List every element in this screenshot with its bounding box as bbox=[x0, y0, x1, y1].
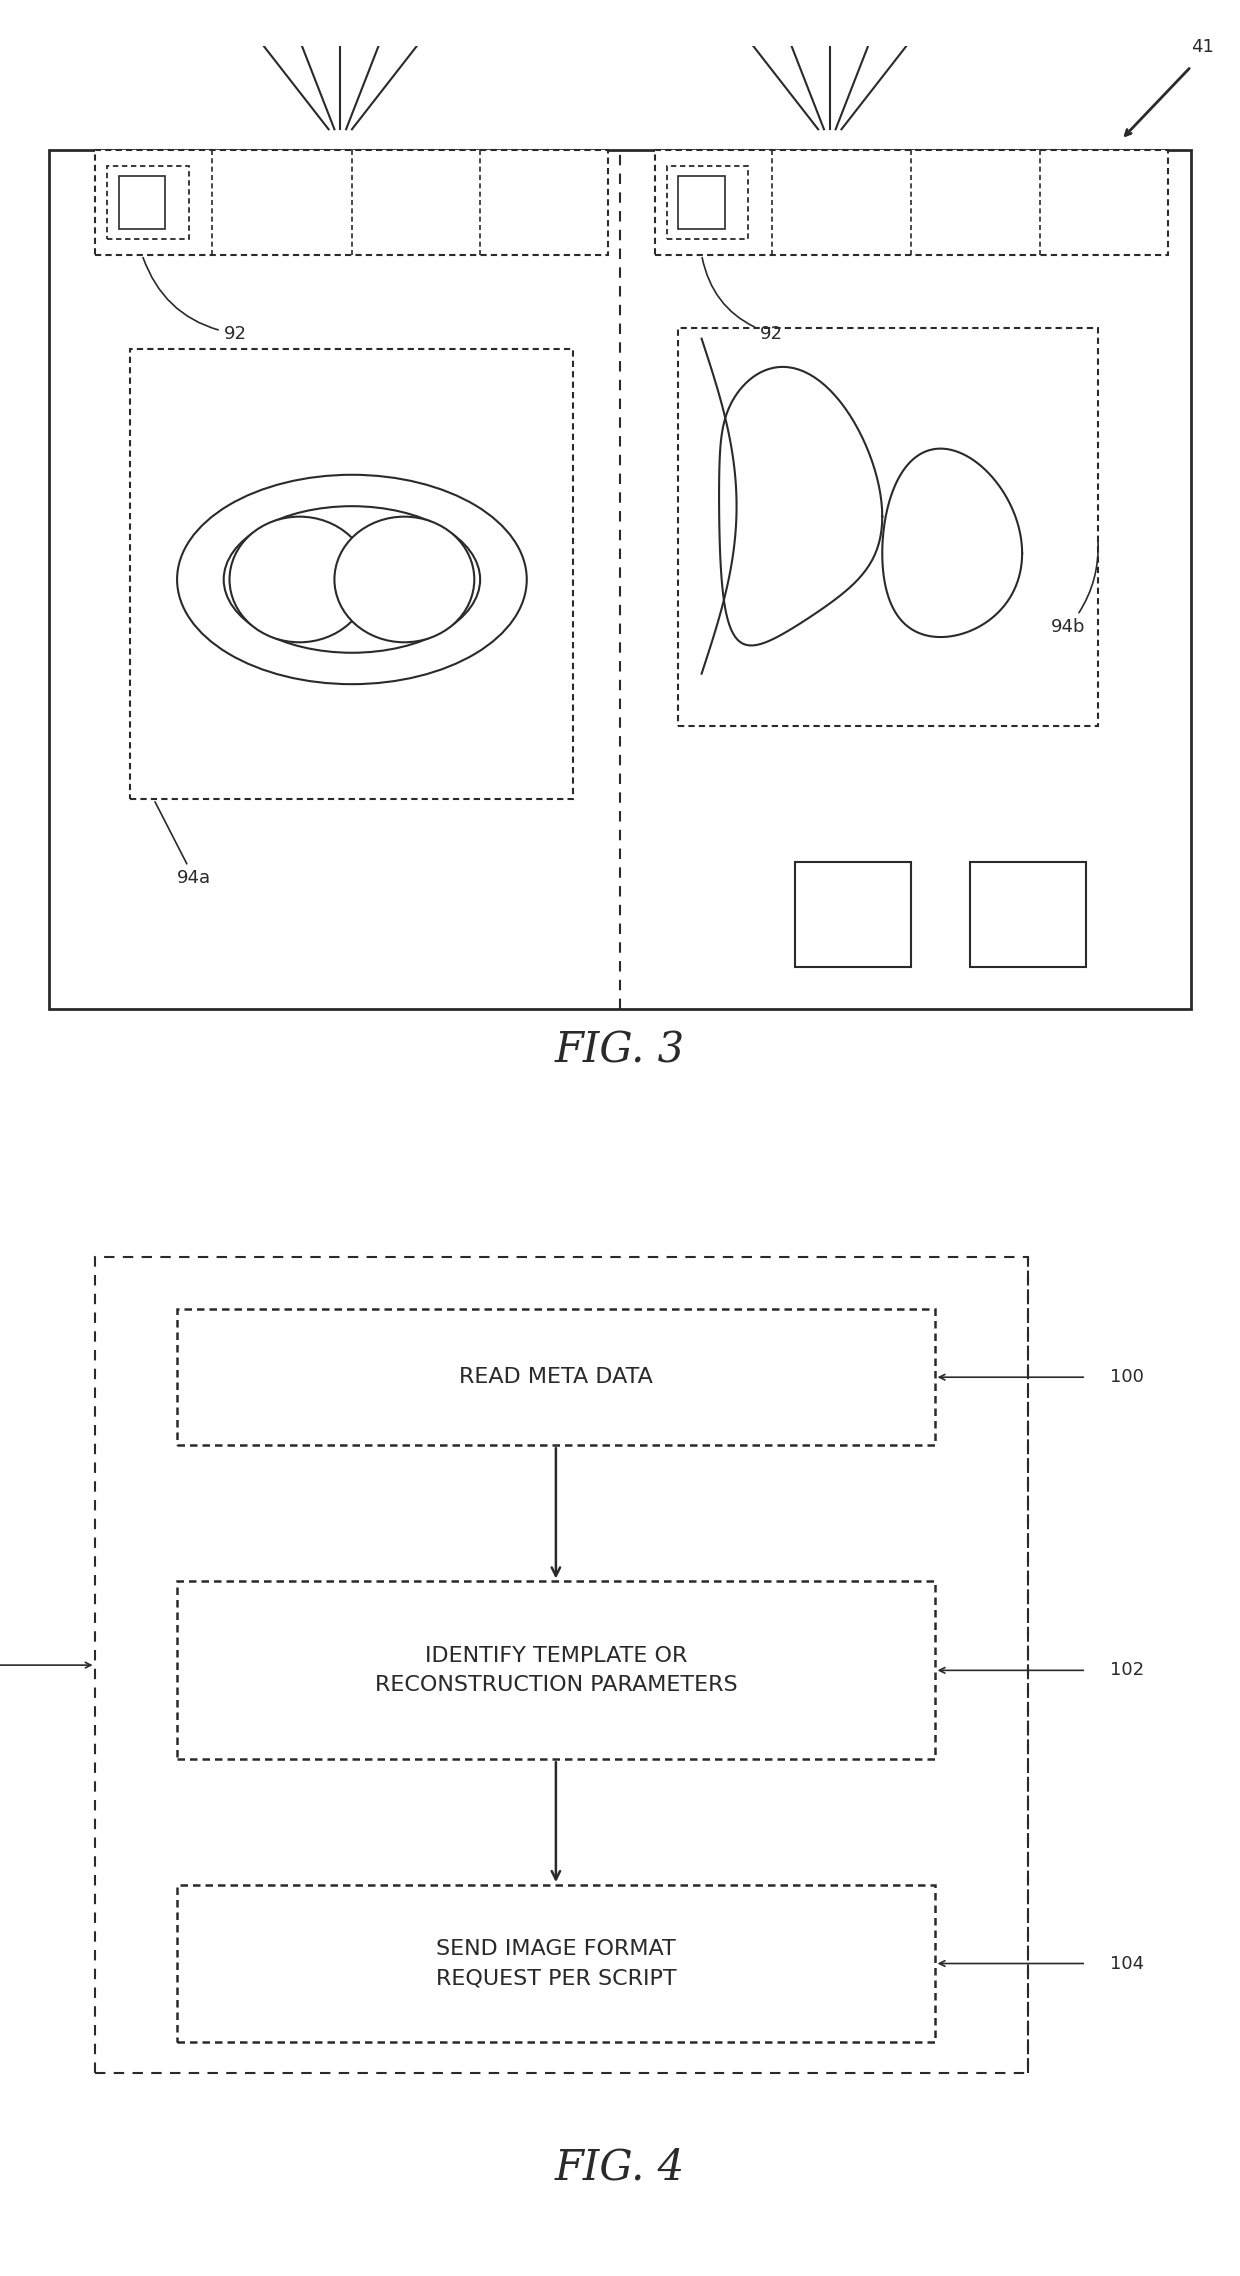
Text: READ META DATA: READ META DATA bbox=[459, 1368, 652, 1386]
FancyBboxPatch shape bbox=[177, 1885, 935, 2042]
FancyBboxPatch shape bbox=[970, 863, 1086, 967]
FancyBboxPatch shape bbox=[107, 166, 188, 239]
Text: 90b: 90b bbox=[812, 0, 847, 5]
Text: 92: 92 bbox=[143, 257, 247, 344]
FancyBboxPatch shape bbox=[655, 150, 1168, 255]
Text: 90a: 90a bbox=[324, 0, 357, 5]
FancyBboxPatch shape bbox=[48, 150, 1192, 1008]
FancyBboxPatch shape bbox=[95, 150, 609, 255]
FancyBboxPatch shape bbox=[119, 178, 165, 230]
Text: IDENTIFY TEMPLATE OR
RECONSTRUCTION PARAMETERS: IDENTIFY TEMPLATE OR RECONSTRUCTION PARA… bbox=[374, 1646, 738, 1696]
FancyBboxPatch shape bbox=[667, 166, 748, 239]
Text: 100: 100 bbox=[1110, 1368, 1143, 1386]
Text: SEND IMAGE FORMAT
REQUEST PER SCRIPT: SEND IMAGE FORMAT REQUEST PER SCRIPT bbox=[435, 1939, 676, 1989]
Circle shape bbox=[335, 517, 474, 642]
Text: FIG. 4: FIG. 4 bbox=[556, 2146, 684, 2190]
FancyBboxPatch shape bbox=[678, 178, 725, 230]
Circle shape bbox=[229, 517, 370, 642]
Text: FIG. 3: FIG. 3 bbox=[556, 1029, 684, 1072]
FancyBboxPatch shape bbox=[95, 1256, 1028, 2073]
Ellipse shape bbox=[223, 505, 480, 653]
FancyBboxPatch shape bbox=[177, 1582, 935, 1759]
Text: 104: 104 bbox=[1110, 1955, 1143, 1973]
FancyBboxPatch shape bbox=[177, 1309, 935, 1445]
Text: 102: 102 bbox=[1110, 1661, 1143, 1680]
Text: 94a: 94a bbox=[155, 801, 211, 888]
FancyBboxPatch shape bbox=[795, 863, 911, 967]
Text: 94b: 94b bbox=[1052, 539, 1099, 635]
Text: 92: 92 bbox=[702, 257, 782, 344]
Ellipse shape bbox=[177, 476, 527, 685]
FancyBboxPatch shape bbox=[130, 348, 573, 799]
FancyBboxPatch shape bbox=[678, 328, 1097, 726]
Text: 41: 41 bbox=[1192, 39, 1214, 57]
